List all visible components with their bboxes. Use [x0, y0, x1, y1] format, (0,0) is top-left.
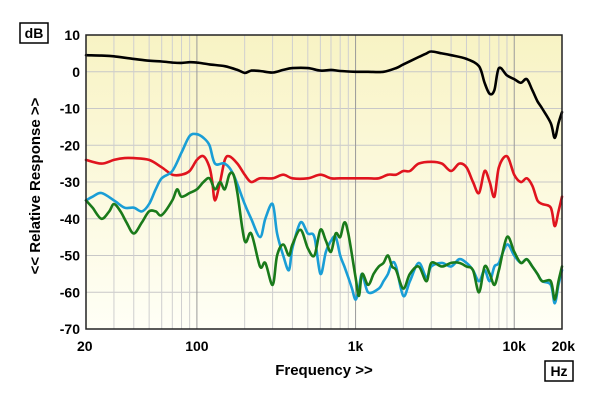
x-tick-label: 10k — [503, 338, 527, 354]
series-line-3 — [84, 132, 564, 305]
x-unit-label: Hz — [550, 363, 567, 379]
series-line-1 — [84, 50, 564, 140]
y-tick-label: -40 — [60, 211, 80, 227]
y-tick-label: -50 — [60, 248, 80, 264]
x-tick-labels: 20 100 1k 10k 20k — [77, 338, 575, 354]
series-line-2 — [84, 154, 564, 228]
x-tick-label: 20k — [552, 338, 576, 354]
grid-lines — [86, 35, 562, 329]
y-tick-label: -20 — [60, 137, 80, 153]
x-tick-label: 1k — [348, 338, 364, 354]
series-layer — [84, 50, 564, 305]
plot-frame — [85, 34, 563, 330]
x-tick-label: 20 — [77, 338, 93, 354]
y-axis-title: << Relative Response >> — [27, 97, 44, 274]
y-tick-labels: 10 0 -10 -20 -30 -40 -50 -60 -70 — [60, 27, 80, 337]
y-tick-label: -60 — [60, 284, 80, 300]
y-tick-label: -30 — [60, 174, 80, 190]
x-tick-label: 100 — [185, 338, 209, 354]
series-line-4 — [84, 171, 564, 301]
y-tick-label: 0 — [72, 64, 80, 80]
y-tick-label: -10 — [60, 101, 80, 117]
y-unit-label: dB — [25, 25, 44, 41]
y-tick-label: 10 — [64, 27, 80, 43]
y-tick-label: -70 — [60, 321, 80, 337]
x-unit-box — [544, 360, 574, 382]
y-unit-box — [19, 22, 49, 44]
x-axis-title: Frequency >> — [275, 362, 373, 379]
